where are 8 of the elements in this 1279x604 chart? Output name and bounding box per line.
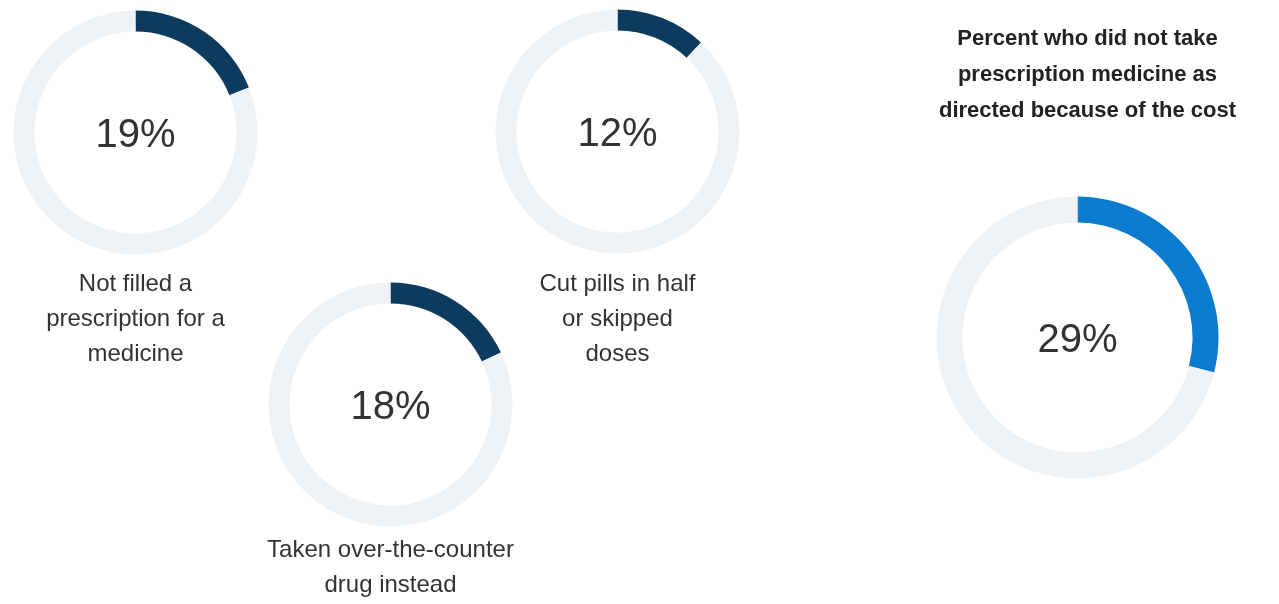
text: Cut pills in half or skipped doses — [539, 268, 696, 366]
data-label: 29% — [1037, 315, 1118, 360]
data-label: 18% — [350, 382, 431, 427]
data-label: 12% — [577, 109, 658, 154]
chart-title: Percent who did not take prescription medicine as directed because of the cost — [938, 24, 1237, 123]
text: Not filled a prescription for a medicine — [46, 268, 226, 366]
data-label: 19% — [95, 110, 176, 155]
text: Taken over-the-counter drug instead — [267, 534, 514, 597]
